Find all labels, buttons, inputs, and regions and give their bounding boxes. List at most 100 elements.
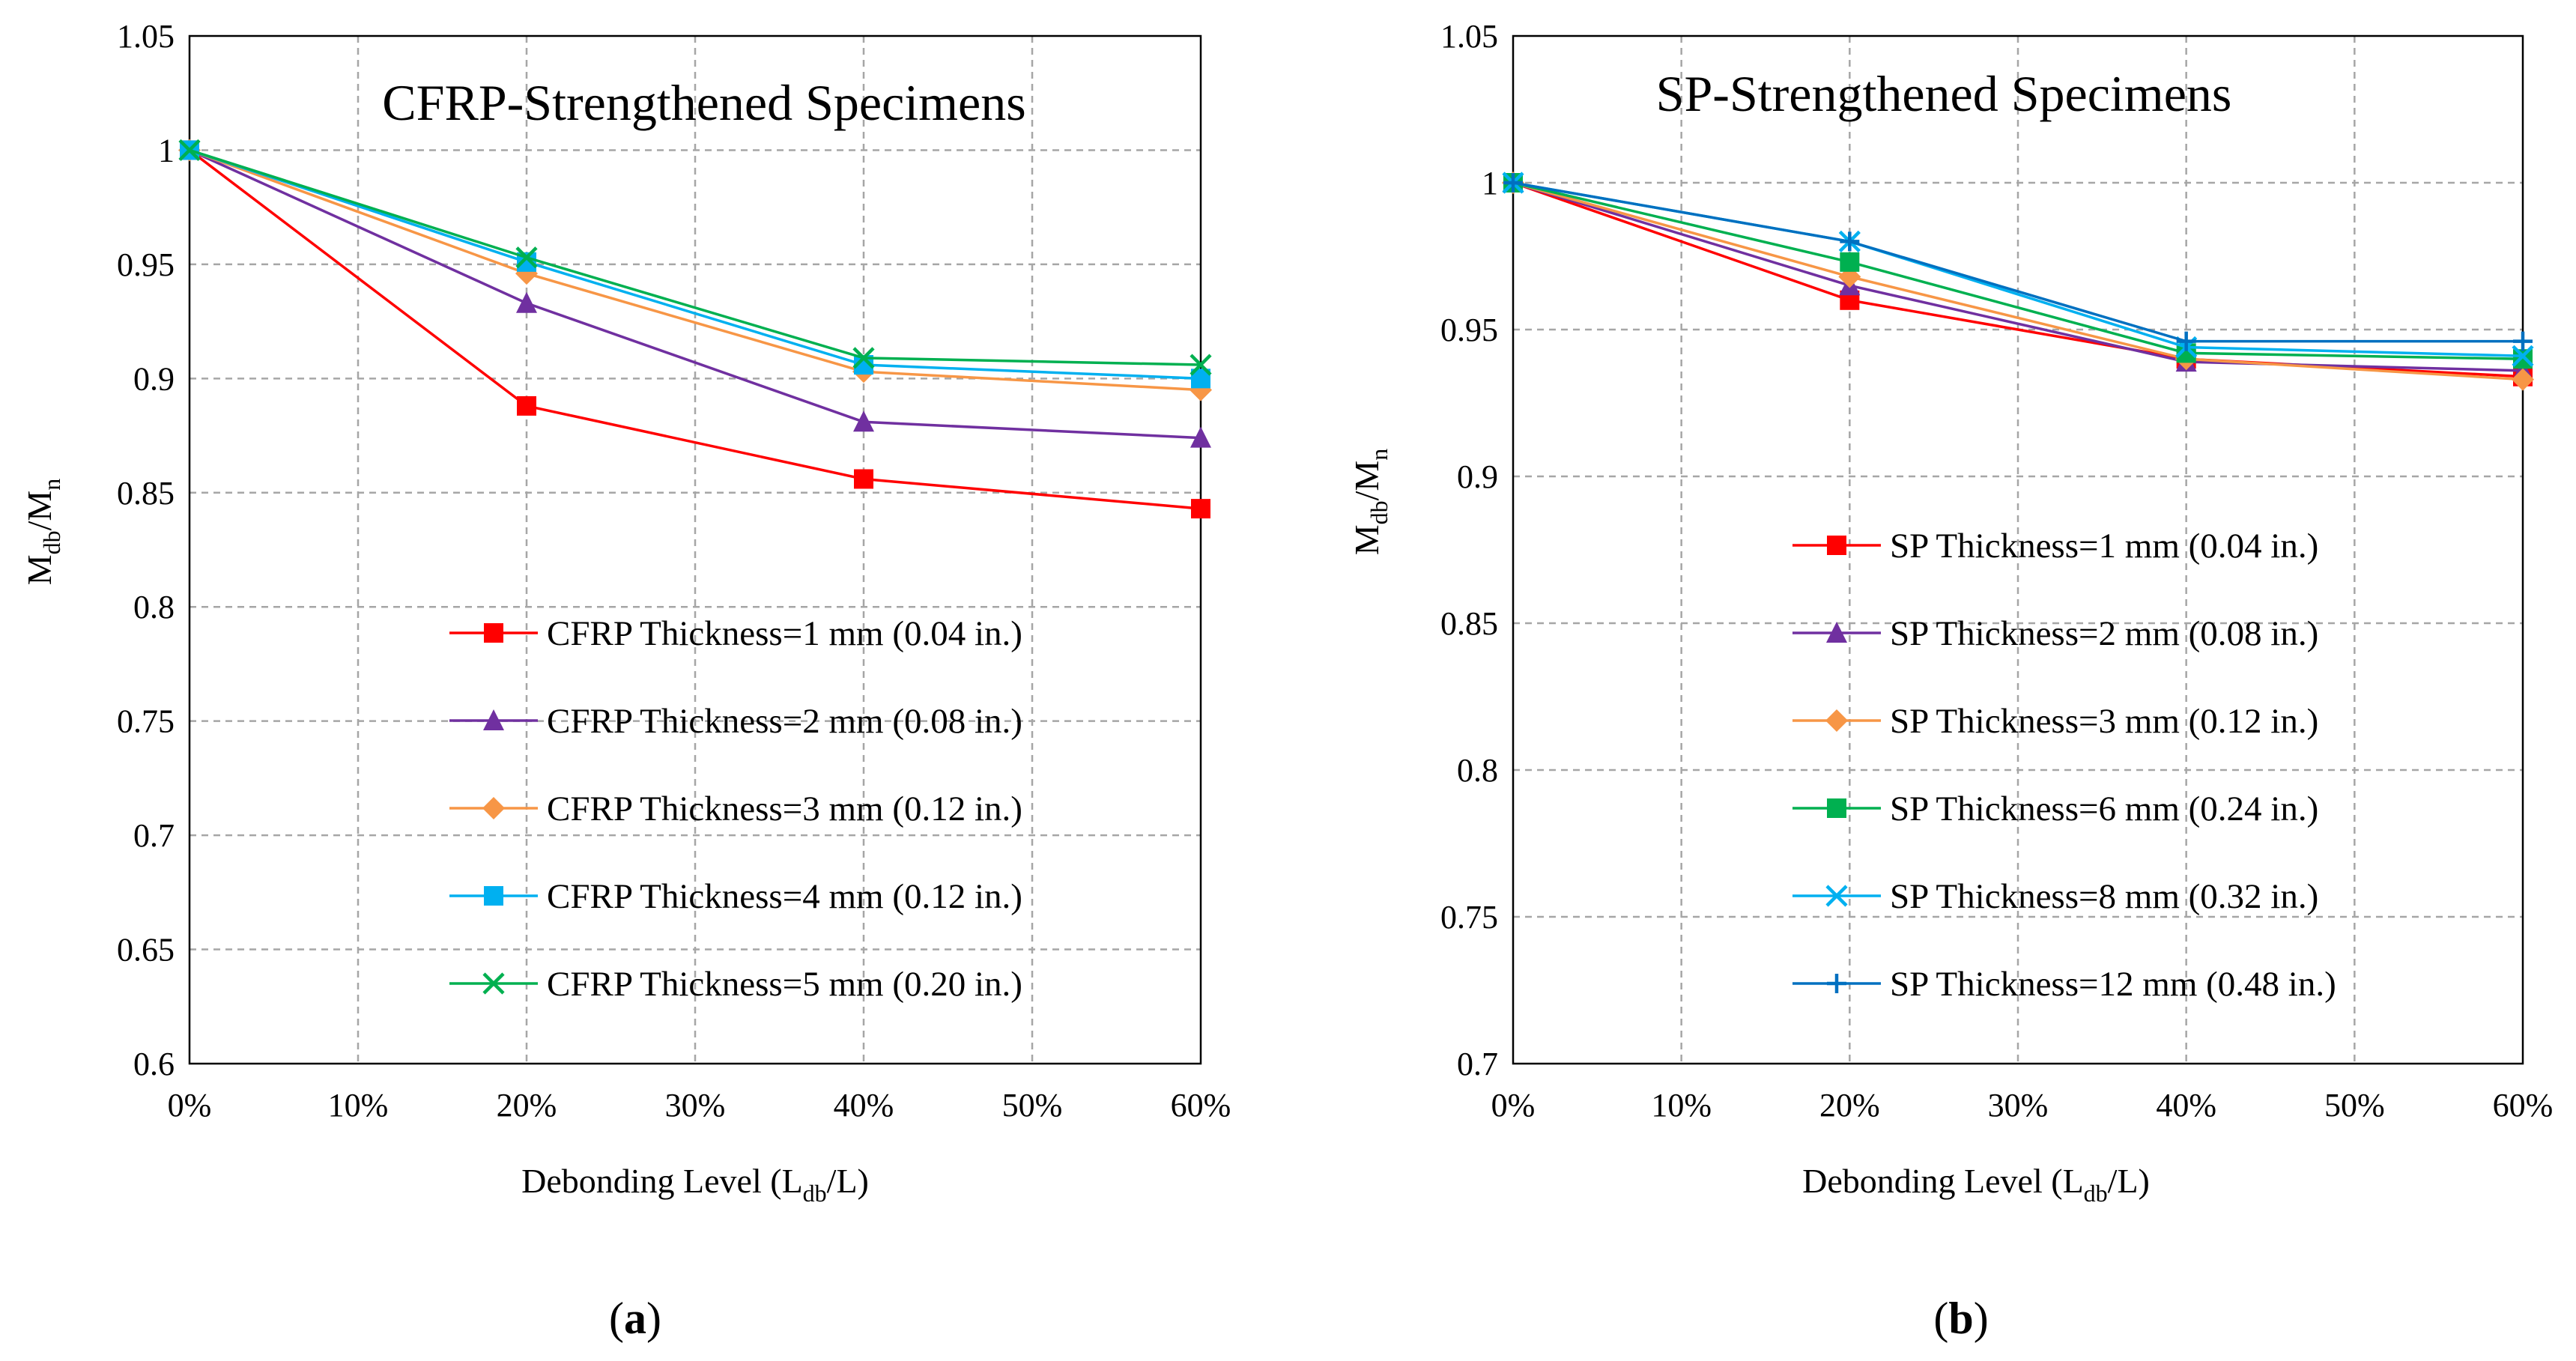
y-tick-label: 0.75 bbox=[117, 703, 175, 740]
data-point bbox=[2176, 331, 2196, 351]
legend-label: CFRP Thickness=3 mm (0.12 in.) bbox=[547, 789, 1022, 828]
series-line bbox=[1512, 181, 2524, 360]
x-tick-label: 10% bbox=[1651, 1087, 1712, 1124]
legend-label: SP Thickness=8 mm (0.32 in.) bbox=[1890, 877, 2318, 916]
legend-entry: CFRP Thickness=2 mm (0.08 in.) bbox=[449, 702, 1022, 741]
x-tick-label: 30% bbox=[665, 1087, 726, 1124]
legend-entry: SP Thickness=8 mm (0.32 in.) bbox=[1792, 877, 2318, 916]
data-point bbox=[1189, 378, 1212, 401]
panel-label: (a) bbox=[609, 1294, 661, 1343]
data-point bbox=[1191, 499, 1210, 519]
data-point bbox=[854, 469, 873, 489]
data-point bbox=[2513, 349, 2533, 369]
series-line bbox=[1512, 181, 2524, 378]
series-6 bbox=[1503, 173, 2533, 351]
legend-entry: SP Thickness=1 mm (0.04 in.) bbox=[1792, 527, 2318, 566]
y-tick-label: 0.9 bbox=[1457, 458, 1498, 495]
y-tick-label: 1.05 bbox=[117, 18, 175, 55]
y-tick-label: 0.85 bbox=[1440, 605, 1498, 642]
legend-marker bbox=[1827, 536, 1846, 555]
legend-entry: CFRP Thickness=3 mm (0.12 in.) bbox=[449, 789, 1022, 828]
x-tick-label: 60% bbox=[2493, 1087, 2554, 1124]
series-line bbox=[189, 148, 1201, 366]
legend-label: CFRP Thickness=2 mm (0.08 in.) bbox=[547, 702, 1022, 741]
y-tick-label: 0.6 bbox=[133, 1046, 175, 1082]
legend-entry: CFRP Thickness=4 mm (0.12 in.) bbox=[449, 877, 1022, 916]
legend-label: SP Thickness=1 mm (0.04 in.) bbox=[1890, 527, 2318, 566]
y-tick-label: 0.95 bbox=[1440, 312, 1498, 348]
legend-marker bbox=[483, 709, 504, 730]
legend-entry: CFRP Thickness=5 mm (0.20 in.) bbox=[449, 965, 1022, 1004]
legend-label: SP Thickness=3 mm (0.12 in.) bbox=[1890, 702, 2318, 741]
legend-label: CFRP Thickness=5 mm (0.20 in.) bbox=[547, 965, 1022, 1004]
y-axis-title: Mdb/Mn bbox=[1348, 449, 1392, 556]
legend-marker bbox=[482, 972, 505, 995]
series-line bbox=[1512, 181, 2524, 381]
legend-entry: SP Thickness=12 mm (0.48 in.) bbox=[1792, 965, 2336, 1004]
x-tick-label: 50% bbox=[1002, 1087, 1063, 1124]
series-line bbox=[1512, 181, 2523, 343]
data-point bbox=[516, 291, 537, 313]
data-point bbox=[517, 395, 536, 416]
data-point bbox=[1840, 252, 1860, 272]
series-line bbox=[189, 148, 1201, 440]
y-tick-label: 0.75 bbox=[1440, 899, 1498, 936]
data-point bbox=[1503, 173, 1523, 193]
data-point bbox=[853, 410, 874, 432]
plot-frame bbox=[188, 34, 1202, 1065]
data-point bbox=[2512, 345, 2534, 367]
legend-marker bbox=[1825, 885, 1848, 907]
y-tick-label: 0.9 bbox=[133, 360, 175, 397]
chart-title: CFRP-Strengthened Specimens bbox=[382, 74, 1025, 131]
legend: SP Thickness=1 mm (0.04 in.) SP Thickness… bbox=[1792, 527, 2336, 1004]
y-tick-label: 1 bbox=[1482, 165, 1498, 201]
y-axis-title: Mdb/Mn bbox=[20, 479, 65, 586]
x-axis-title: Debonding Level (Ldb/L) bbox=[521, 1162, 869, 1207]
x-axis-title: Debonding Level (Ldb/L) bbox=[1802, 1162, 2150, 1207]
y-tick-label: 0.65 bbox=[117, 932, 175, 969]
data-point bbox=[1189, 354, 1212, 376]
legend-label: CFRP Thickness=1 mm (0.04 in.) bbox=[547, 614, 1022, 653]
legend-marker bbox=[1827, 798, 1846, 818]
legend-label: SP Thickness=12 mm (0.48 in.) bbox=[1890, 965, 2336, 1004]
legend: CFRP Thickness=1 mm (0.04 in.) CFRP Thick… bbox=[449, 614, 1022, 1004]
y-tick-label: 1.05 bbox=[1440, 18, 1498, 55]
chart-a: 0.6 0.65 0.7 0.75 0.8 0.85 0.9 0.95 1 1.05 0% 10% 20… bbox=[20, 18, 1231, 1343]
legend-entry: SP Thickness=6 mm (0.24 in.) bbox=[1792, 789, 2318, 828]
y-tick-label: 0.85 bbox=[117, 475, 175, 512]
legend-marker bbox=[484, 886, 503, 906]
panel-label: (b) bbox=[1933, 1294, 1988, 1343]
data-point bbox=[2512, 368, 2534, 391]
y-tick-label: 0.95 bbox=[117, 246, 175, 283]
y-tick-label: 0.7 bbox=[133, 817, 175, 854]
chart-title: SP-Strengthened Specimens bbox=[1656, 65, 2232, 122]
legend-marker bbox=[1827, 974, 1846, 993]
x-tick-label: 50% bbox=[2324, 1087, 2385, 1124]
x-tick-label: 60% bbox=[1171, 1087, 1231, 1124]
series-line bbox=[189, 148, 1201, 381]
y-tick-label: 1 bbox=[158, 132, 175, 169]
y-tick-label: 0.7 bbox=[1457, 1046, 1498, 1082]
series-line bbox=[1512, 181, 2524, 372]
x-tick-label: 10% bbox=[328, 1087, 389, 1124]
legend-entry: CFRP Thickness=1 mm (0.04 in.) bbox=[449, 614, 1022, 653]
x-tick-label: 40% bbox=[2156, 1087, 2216, 1124]
y-tick-label: 0.8 bbox=[133, 589, 175, 625]
data-point bbox=[1190, 426, 1211, 448]
legend-label: SP Thickness=2 mm (0.08 in.) bbox=[1890, 614, 2318, 653]
y-tick-label: 0.8 bbox=[1457, 752, 1498, 789]
data-point bbox=[2513, 331, 2533, 351]
data-point bbox=[852, 347, 875, 369]
legend-label: CFRP Thickness=4 mm (0.12 in.) bbox=[547, 877, 1022, 916]
legend-marker bbox=[482, 797, 505, 819]
legend-marker bbox=[1826, 622, 1847, 643]
legend-marker bbox=[484, 623, 503, 643]
x-tick-label: 20% bbox=[1819, 1087, 1880, 1124]
plot-frame bbox=[1512, 34, 2524, 1065]
series-line bbox=[188, 149, 1201, 510]
chart-b: 0.7 0.75 0.8 0.85 0.9 0.95 1 1.05 0% 10% 20% 30% 40%… bbox=[1348, 18, 2553, 1343]
series-5 bbox=[178, 139, 1212, 376]
x-tick-label: 0% bbox=[168, 1087, 212, 1124]
